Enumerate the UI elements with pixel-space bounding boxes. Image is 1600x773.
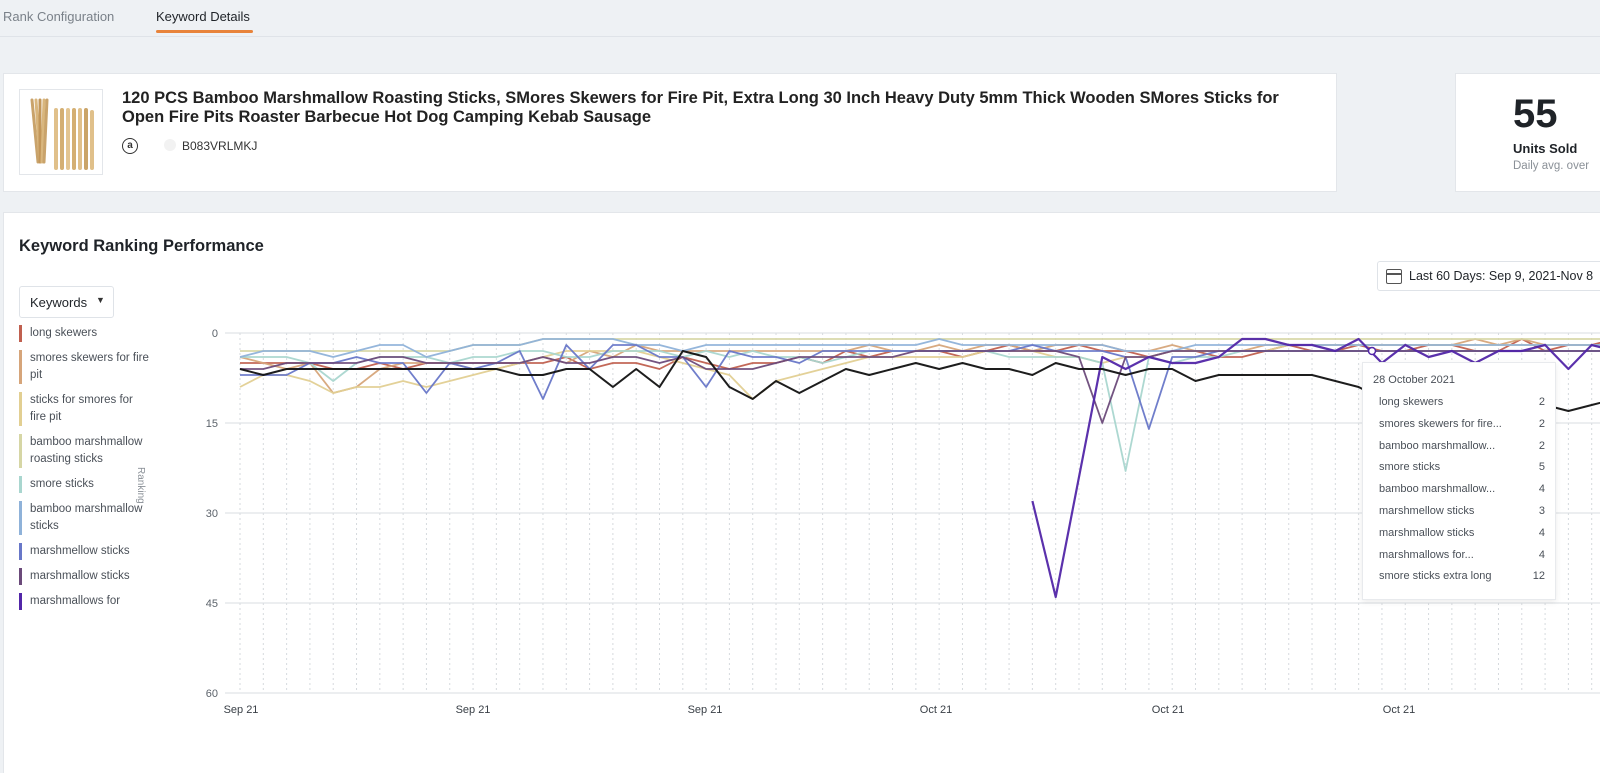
units-sold-card: 55 Units Sold Daily avg. over <box>1455 73 1600 192</box>
date-range-picker[interactable]: Last 60 Days: Sep 9, 2021-Nov 8 <box>1377 261 1600 291</box>
series-line <box>240 350 1600 424</box>
tab-rank-configuration[interactable]: Rank Configuration <box>3 9 115 24</box>
tooltip-keyword: marshmallows for... <box>1379 548 1474 561</box>
tooltip-keyword: smores skewers for fire... <box>1379 417 1502 430</box>
calendar-icon <box>1386 269 1402 284</box>
legend-item[interactable]: bamboo marshmallow roasting sticks <box>19 434 149 468</box>
legend-item-label: smore sticks <box>30 478 94 490</box>
keyword-legend: long skewers smores skewers for fire pit… <box>19 325 149 677</box>
chart-tooltip: 28 October 2021 long skewers 2 smores skew… <box>1362 362 1556 600</box>
tooltip-rank: 3 <box>1538 505 1545 517</box>
legend-item-label: bamboo marshmallow roasting sticks <box>30 436 143 465</box>
tooltip-rank: 2 <box>1538 439 1545 452</box>
legend-item[interactable]: sticks for smores for fire pit <box>19 392 149 426</box>
x-tick-label: Sep 21 <box>456 704 491 716</box>
keyword-ranking-card: Keyword Ranking Performance Last 60 Days… <box>3 212 1600 773</box>
tooltip-row: long skewers 2 <box>1379 396 1545 412</box>
keywords-dropdown[interactable]: Keywords ▼ <box>19 286 114 318</box>
x-tick-label: Oct 21 <box>920 704 952 716</box>
tooltip-row: marshmallow sticks 4 <box>1379 527 1545 543</box>
tooltip-row: smore sticks extra long 12 <box>1379 570 1545 586</box>
tooltip-keyword: marshmallow sticks <box>1379 526 1475 539</box>
legend-item[interactable]: smores skewers for fire pit <box>19 350 149 384</box>
tooltip-rank: 2 <box>1538 396 1545 408</box>
y-tick-label: 45 <box>206 598 218 610</box>
x-tick-label: Oct 21 <box>1383 704 1415 716</box>
y-tick-label: 60 <box>206 688 218 700</box>
x-tick-label: Sep 21 <box>224 704 259 716</box>
legend-item-label: long skewers <box>30 327 98 339</box>
chevron-down-icon: ▼ <box>96 295 105 305</box>
tooltip-keyword: marshmellow sticks <box>1379 505 1475 517</box>
tooltip-rank: 12 <box>1532 570 1545 583</box>
units-sold-subtext: Daily avg. over <box>1513 160 1590 172</box>
tooltip-rank: 4 <box>1538 548 1545 561</box>
tooltip-row: smores skewers for fire... 2 <box>1379 418 1545 434</box>
y-tick-label: 15 <box>206 418 218 430</box>
tooltip-rank: 5 <box>1538 461 1545 474</box>
tooltip-rank: 4 <box>1538 483 1545 496</box>
date-range-label: Last 60 Days: Sep 9, 2021-Nov 8 <box>1409 269 1594 283</box>
marketplace-flag-icon <box>164 139 176 151</box>
tooltip-date: 28 October 2021 <box>1373 374 1455 386</box>
units-sold-value: 55 <box>1513 92 1558 136</box>
x-tick-label: Sep 21 <box>688 704 723 716</box>
y-tick-label: 30 <box>206 508 218 520</box>
tooltip-row: smore sticks 5 <box>1379 461 1545 477</box>
legend-item-label: smores skewers for fire pit <box>30 352 149 381</box>
product-card: 120 PCS Bamboo Marshmallow Roasting Stic… <box>3 73 1337 192</box>
section-title: Keyword Ranking Performance <box>19 237 264 255</box>
product-asin: B083VRLMKJ <box>182 139 258 153</box>
y-tick-label: 0 <box>212 328 218 340</box>
legend-item[interactable]: smore sticks <box>19 476 149 493</box>
tooltip-rank: 2 <box>1538 417 1545 430</box>
tab-keyword-details[interactable]: Keyword Details <box>156 9 250 24</box>
bamboo-sticks-image <box>30 98 94 170</box>
tooltip-rank: 4 <box>1538 526 1545 539</box>
keywords-dropdown-label: Keywords <box>30 295 88 310</box>
series-line <box>239 338 1600 358</box>
active-tab-indicator <box>156 30 253 33</box>
tooltip-row: marshmellow sticks 3 <box>1379 505 1545 521</box>
tab-bar: Rank Configuration Keyword Details <box>0 0 1600 37</box>
product-thumbnail <box>19 89 103 175</box>
legend-item[interactable]: bamboo marshmallow sticks <box>19 501 149 535</box>
tooltip-row: marshmallows for... 4 <box>1379 549 1545 565</box>
hover-point <box>1367 346 1377 356</box>
tooltip-keyword: smore sticks extra long <box>1379 570 1492 583</box>
x-tick-label: Oct 21 <box>1152 704 1184 716</box>
legend-item-label: bamboo marshmallow sticks <box>30 503 143 532</box>
legend-item-label: marshmallow sticks <box>30 570 130 582</box>
tooltip-keyword: long skewers <box>1379 396 1444 408</box>
tooltip-keyword: bamboo marshmallow... <box>1379 483 1496 496</box>
tooltip-keyword: smore sticks <box>1379 461 1441 474</box>
legend-item[interactable]: long skewers <box>19 325 149 342</box>
tooltip-row: bamboo marshmallow... 4 <box>1379 483 1545 499</box>
legend-item[interactable]: marshmellow sticks <box>19 543 149 560</box>
tooltip-row: bamboo marshmallow... 2 <box>1379 440 1545 456</box>
legend-item-label: marshmallows for <box>30 595 121 607</box>
product-title: 120 PCS Bamboo Marshmallow Roasting Stic… <box>122 89 1279 126</box>
amazon-icon: a <box>122 138 138 154</box>
tooltip-keyword: bamboo marshmallow... <box>1379 439 1496 452</box>
legend-item[interactable]: marshmallows for <box>19 593 149 610</box>
units-sold-label: Units Sold <box>1513 141 1578 156</box>
legend-item[interactable]: marshmallow sticks <box>19 568 149 585</box>
series-line <box>1031 337 1600 599</box>
legend-item-label: marshmellow sticks <box>30 545 130 557</box>
legend-item-label: sticks for smores for fire pit <box>30 394 133 423</box>
